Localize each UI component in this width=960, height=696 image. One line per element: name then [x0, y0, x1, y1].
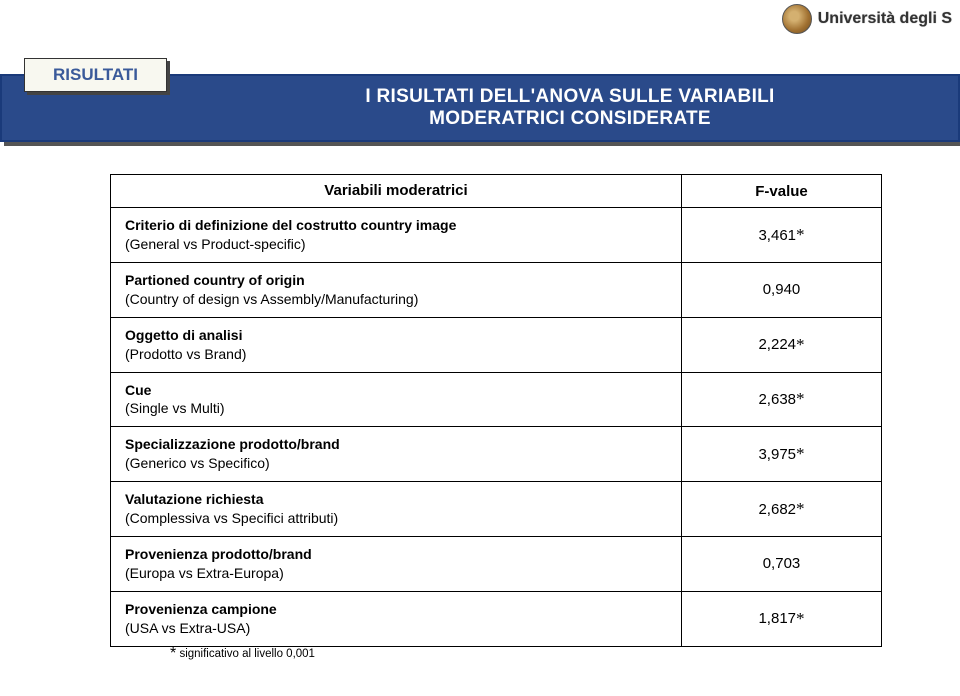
- title-line-2: MODERATRICI CONSIDERATE: [220, 108, 920, 130]
- variable-name: Specializzazione prodotto/brand: [125, 435, 667, 454]
- section-tab: RISULTATI: [24, 58, 167, 92]
- table-header-row: Variabili moderatrici F-value: [111, 175, 881, 207]
- variable-description: (Prodotto vs Brand): [125, 345, 667, 364]
- variable-cell: Provenienza campione(USA vs Extra-USA): [111, 592, 681, 646]
- variable-name: Provenienza campione: [125, 600, 667, 619]
- variable-name: Cue: [125, 381, 667, 400]
- university-name: Università degli S: [818, 10, 952, 28]
- anova-results-table: Variabili moderatrici F-value Criterio d…: [110, 174, 882, 647]
- col-header-fvalue: F-value: [681, 175, 881, 207]
- slide-title: I RISULTATI DELL'ANOVA SULLE VARIABILI M…: [220, 86, 920, 130]
- col-header-variable: Variabili moderatrici: [111, 175, 681, 207]
- fvalue-cell: 0,703: [681, 537, 881, 591]
- variable-description: (Single vs Multi): [125, 399, 667, 418]
- title-line-1: I RISULTATI DELL'ANOVA SULLE VARIABILI: [220, 86, 920, 108]
- variable-name: Provenienza prodotto/brand: [125, 545, 667, 564]
- crest-icon: [782, 4, 812, 34]
- variable-name: Criterio di definizione del costrutto co…: [125, 216, 667, 235]
- table-row: Cue(Single vs Multi)2,638*: [111, 372, 881, 427]
- fvalue-cell: 2,638*: [681, 373, 881, 427]
- header-bar: RISULTATI I RISULTATI DELL'ANOVA SULLE V…: [0, 44, 960, 144]
- fvalue-cell: 3,461*: [681, 208, 881, 262]
- fvalue-cell: 0,940: [681, 263, 881, 317]
- fvalue-cell: 1,817*: [681, 592, 881, 646]
- variable-name: Oggetto di analisi: [125, 326, 667, 345]
- variable-name: Valutazione richiesta: [125, 490, 667, 509]
- variable-cell: Specializzazione prodotto/brand(Generico…: [111, 427, 681, 481]
- table-row: Provenienza campione(USA vs Extra-USA)1,…: [111, 591, 881, 646]
- variable-name: Partioned country of origin: [125, 271, 667, 290]
- variable-description: (USA vs Extra-USA): [125, 619, 667, 638]
- table-row: Valutazione richiesta(Complessiva vs Spe…: [111, 481, 881, 536]
- table-row: Criterio di definizione del costrutto co…: [111, 207, 881, 262]
- significance-footnote: * significativo al livello 0,001: [170, 648, 315, 660]
- variable-cell: Criterio di definizione del costrutto co…: [111, 208, 681, 262]
- section-tab-label: RISULTATI: [53, 65, 138, 84]
- table-row: Partioned country of origin(Country of d…: [111, 262, 881, 317]
- table-row: Provenienza prodotto/brand(Europa vs Ext…: [111, 536, 881, 591]
- variable-cell: Oggetto di analisi(Prodotto vs Brand): [111, 318, 681, 372]
- university-logo: Università degli S: [782, 4, 952, 34]
- variable-description: (General vs Product-specific): [125, 235, 667, 254]
- variable-description: (Country of design vs Assembly/Manufactu…: [125, 290, 667, 309]
- table-row: Oggetto di analisi(Prodotto vs Brand)2,2…: [111, 317, 881, 372]
- table-row: Specializzazione prodotto/brand(Generico…: [111, 426, 881, 481]
- fvalue-cell: 3,975*: [681, 427, 881, 481]
- variable-cell: Partioned country of origin(Country of d…: [111, 263, 681, 317]
- footnote-text: significativo al livello 0,001: [179, 648, 315, 660]
- variable-description: (Generico vs Specifico): [125, 454, 667, 473]
- variable-description: (Complessiva vs Specifici attributi): [125, 509, 667, 528]
- fvalue-cell: 2,224*: [681, 318, 881, 372]
- variable-cell: Cue(Single vs Multi): [111, 373, 681, 427]
- variable-description: (Europa vs Extra-Europa): [125, 564, 667, 583]
- fvalue-cell: 2,682*: [681, 482, 881, 536]
- variable-cell: Valutazione richiesta(Complessiva vs Spe…: [111, 482, 681, 536]
- variable-cell: Provenienza prodotto/brand(Europa vs Ext…: [111, 537, 681, 591]
